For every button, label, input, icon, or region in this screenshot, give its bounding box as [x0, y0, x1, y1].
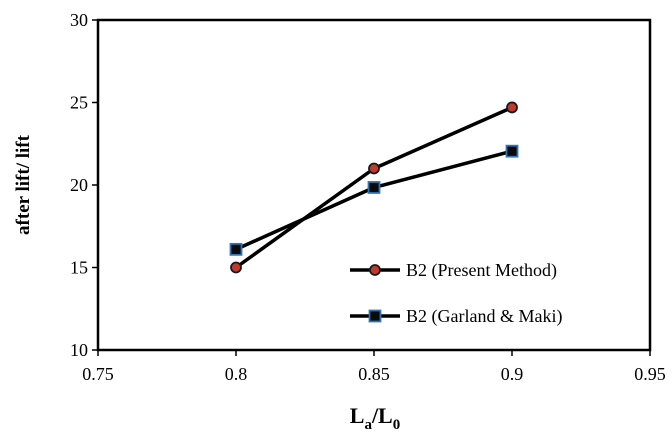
data-point-series-0 [368, 162, 380, 175]
data-point-series-0 [230, 261, 242, 274]
legend-label-garland-maki: B2 (Garland & Maki) [406, 306, 562, 327]
legend-marker-garland-maki [368, 309, 382, 323]
x-axis-title-slash: /L [371, 403, 393, 428]
x-axis-title: La/L0 [350, 403, 400, 433]
y-tick-label: 20 [70, 175, 88, 195]
y-tick-label: 30 [70, 10, 88, 30]
data-point-series-0 [506, 101, 518, 114]
y-tick-label: 10 [70, 340, 88, 360]
x-axis-title-sub-a: a [364, 417, 372, 433]
data-point-series-1 [367, 181, 381, 194]
x-tick-label: 0.85 [358, 364, 390, 384]
y-axis-ticks: 10 15 20 25 30 [70, 10, 98, 360]
x-axis-title-main: L [350, 403, 365, 428]
legend: B2 (Present Method) B2 (Garland & Maki) [350, 260, 562, 327]
x-axis-title-sub-0: 0 [393, 417, 401, 433]
x-axis-ticks: 0.75 0.8 0.85 0.9 0.95 [82, 350, 666, 384]
y-axis-title: after lift/ lift [13, 134, 34, 235]
x-tick-label: 0.9 [501, 364, 524, 384]
y-tick-label: 25 [70, 93, 88, 113]
x-tick-label: 0.95 [634, 364, 666, 384]
x-tick-label: 0.8 [225, 364, 248, 384]
x-tick-label: 0.75 [82, 364, 114, 384]
y-tick-label: 15 [70, 258, 88, 278]
data-point-series-1 [229, 242, 243, 256]
legend-marker-present-method [369, 264, 381, 276]
series-layer [229, 101, 519, 274]
data-point-series-1 [505, 144, 519, 158]
legend-label-present-method: B2 (Present Method) [406, 260, 557, 281]
